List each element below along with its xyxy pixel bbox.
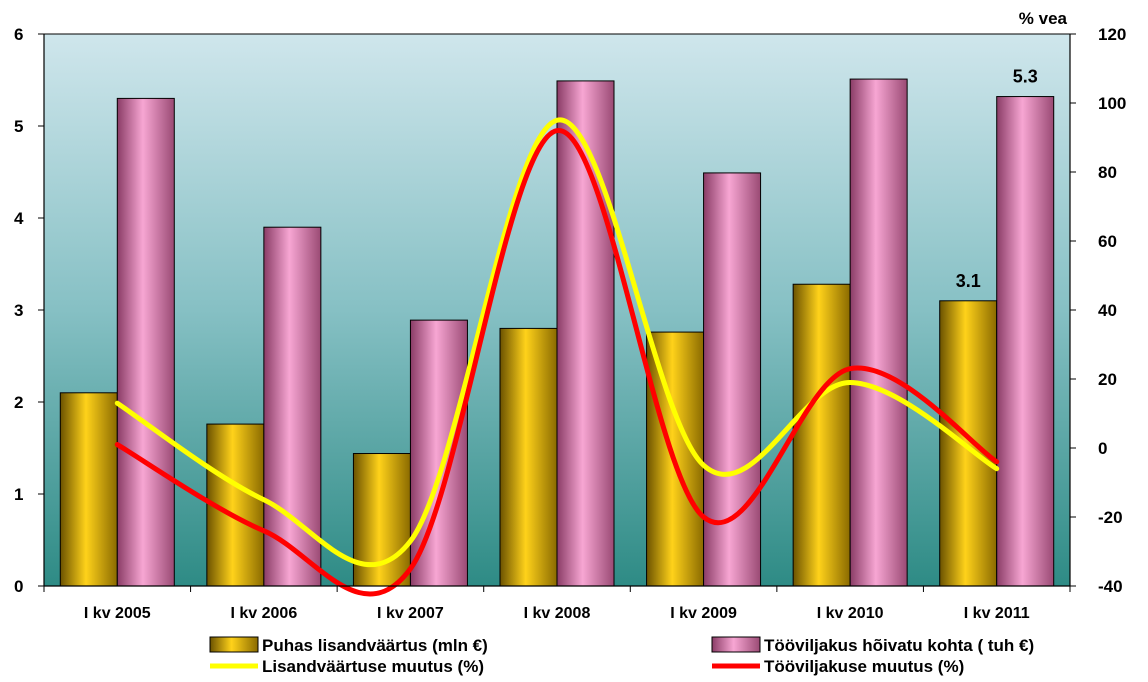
right-tick-label-8: 120 — [1098, 25, 1126, 44]
bar-series-1-1 — [263, 226, 322, 587]
bar-series-0-5 — [792, 283, 851, 587]
legend-swatch-series-0 — [209, 636, 259, 653]
legend-label-series-1: Tööviljakus hõivatu kohta ( tuh €) — [764, 636, 1034, 655]
category-label-3: I kv 2008 — [524, 605, 591, 622]
right-axis-unit-label: % vea — [1019, 9, 1068, 28]
right-tick-label-5: 60 — [1098, 232, 1117, 251]
left-axis-ticks: 0 1 2 3 4 5 6 — [14, 25, 44, 596]
bar-series-0-3 — [499, 327, 558, 587]
legend-label-series-2: Lisandväärtuse muutus (%) — [262, 657, 484, 676]
left-tick-label-5: 5 — [14, 117, 23, 136]
right-tick-label-3: 20 — [1098, 370, 1117, 389]
legend-swatch-series-1 — [711, 636, 761, 653]
data-label-0: 3.1 — [956, 271, 981, 291]
left-tick-label-4: 4 — [14, 209, 24, 228]
bar-series-1-5 — [849, 78, 908, 587]
line-series-3 — [114, 128, 1000, 597]
legend-label-series-0: Puhas lisandväärtus (mln €) — [262, 636, 488, 655]
line-series-2 — [114, 117, 1000, 568]
right-tick-label-0: -40 — [1098, 577, 1123, 596]
category-label-6: I kv 2011 — [964, 605, 1030, 622]
lines-group — [114, 117, 1000, 597]
data-label-1: 5.3 — [1013, 67, 1038, 87]
category-label-2: I kv 2007 — [377, 605, 444, 622]
right-tick-label-6: 80 — [1098, 163, 1117, 182]
left-tick-label-6: 6 — [14, 25, 23, 44]
right-tick-label-7: 100 — [1098, 94, 1126, 113]
category-label-0: I kv 2005 — [84, 605, 151, 622]
bar-series-1-6 — [996, 96, 1055, 587]
data-labels: 3.1 5.3 — [956, 67, 1038, 291]
legend-label-series-3: Tööviljakuse muutus (%) — [764, 657, 964, 676]
category-label-5: I kv 2010 — [817, 605, 884, 622]
left-tick-label-2: 2 — [14, 393, 23, 412]
category-labels: I kv 2005 I kv 2006 I kv 2007 I kv 2008 I kv… — [84, 605, 1030, 622]
right-tick-label-1: -20 — [1098, 508, 1123, 527]
category-label-4: I kv 2009 — [670, 605, 737, 622]
legend: Puhas lisandväärtus (mln €) Tööviljakus … — [209, 636, 1034, 676]
category-label-1: I kv 2006 — [230, 605, 297, 622]
right-tick-label-2: 0 — [1098, 439, 1107, 458]
bar-series-1-2 — [409, 319, 468, 587]
bar-series-0-6 — [939, 300, 998, 587]
bar-series-1-0 — [116, 97, 175, 587]
left-tick-label-3: 3 — [14, 301, 23, 320]
x-axis-ticks — [43, 586, 1071, 592]
right-tick-label-4: 40 — [1098, 301, 1117, 320]
bar-series-0-0 — [59, 392, 118, 587]
left-tick-label-1: 1 — [14, 485, 23, 504]
left-tick-label-0: 0 — [14, 577, 23, 596]
right-axis-ticks: -40 -20 0 20 40 60 80 100 120 — [1070, 25, 1126, 596]
